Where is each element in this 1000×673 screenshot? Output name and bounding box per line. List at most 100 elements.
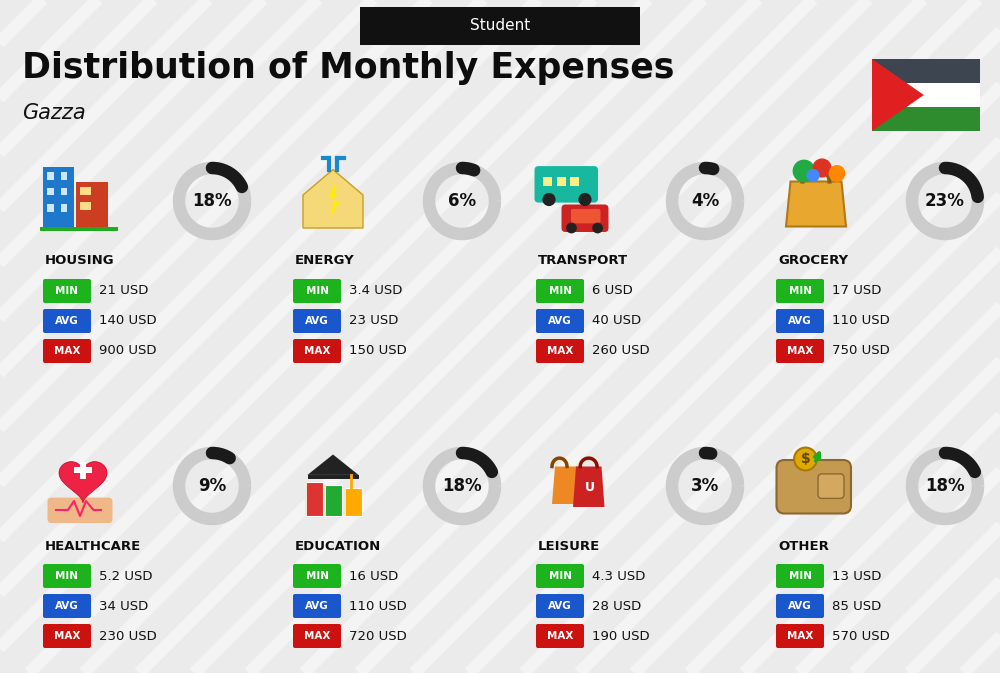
Bar xyxy=(40,227,118,231)
Text: MIN: MIN xyxy=(306,286,329,296)
FancyBboxPatch shape xyxy=(536,309,584,333)
Text: 23%: 23% xyxy=(925,192,965,210)
Text: Gazza: Gazza xyxy=(22,103,86,123)
Text: 18%: 18% xyxy=(192,192,232,210)
Text: MAX: MAX xyxy=(547,346,573,356)
Text: MAX: MAX xyxy=(304,346,330,356)
Text: MAX: MAX xyxy=(54,346,80,356)
Text: $: $ xyxy=(801,452,810,466)
Text: 140 USD: 140 USD xyxy=(99,314,157,328)
Polygon shape xyxy=(573,466,604,507)
Text: 4.3 USD: 4.3 USD xyxy=(592,569,645,583)
Text: AVG: AVG xyxy=(548,601,572,611)
FancyBboxPatch shape xyxy=(776,624,824,648)
Text: HEALTHCARE: HEALTHCARE xyxy=(45,540,141,553)
Polygon shape xyxy=(552,466,582,504)
Text: U: U xyxy=(584,481,594,494)
Text: MIN: MIN xyxy=(56,286,78,296)
Text: 17 USD: 17 USD xyxy=(832,285,881,297)
Text: 720 USD: 720 USD xyxy=(349,629,407,643)
FancyBboxPatch shape xyxy=(776,594,824,618)
Bar xyxy=(344,487,362,516)
Text: 110 USD: 110 USD xyxy=(349,600,407,612)
Text: 85 USD: 85 USD xyxy=(832,600,881,612)
Text: 6 USD: 6 USD xyxy=(592,285,633,297)
FancyBboxPatch shape xyxy=(293,624,341,648)
Polygon shape xyxy=(308,454,358,475)
Bar xyxy=(872,59,980,83)
Circle shape xyxy=(806,169,820,182)
Text: 34 USD: 34 USD xyxy=(99,600,148,612)
Polygon shape xyxy=(303,170,363,228)
Text: 3%: 3% xyxy=(691,477,719,495)
Text: 21 USD: 21 USD xyxy=(99,285,148,297)
Text: 190 USD: 190 USD xyxy=(592,629,650,643)
FancyBboxPatch shape xyxy=(776,564,824,588)
Text: 9%: 9% xyxy=(198,477,226,495)
Text: ENERGY: ENERGY xyxy=(295,254,355,267)
FancyBboxPatch shape xyxy=(561,205,608,232)
FancyBboxPatch shape xyxy=(293,309,341,333)
Bar xyxy=(570,177,579,186)
Bar xyxy=(304,481,307,516)
Text: 750 USD: 750 USD xyxy=(832,345,890,357)
Text: MAX: MAX xyxy=(304,631,330,641)
Text: MIN: MIN xyxy=(306,571,329,581)
Text: 5.2 USD: 5.2 USD xyxy=(99,569,152,583)
Circle shape xyxy=(794,448,817,470)
Text: 150 USD: 150 USD xyxy=(349,345,407,357)
Text: AVG: AVG xyxy=(305,316,329,326)
Text: MAX: MAX xyxy=(54,631,80,641)
Bar xyxy=(80,462,86,479)
Text: TRANSPORT: TRANSPORT xyxy=(538,254,628,267)
Text: MIN: MIN xyxy=(56,571,78,581)
Polygon shape xyxy=(872,59,924,131)
Text: Distribution of Monthly Expenses: Distribution of Monthly Expenses xyxy=(22,51,674,85)
Text: MIN: MIN xyxy=(548,286,572,296)
Text: AVG: AVG xyxy=(55,601,79,611)
Bar xyxy=(61,172,67,180)
Text: MIN: MIN xyxy=(788,286,812,296)
FancyBboxPatch shape xyxy=(43,279,91,303)
Text: 570 USD: 570 USD xyxy=(832,629,890,643)
Bar xyxy=(80,202,90,210)
Circle shape xyxy=(592,223,603,234)
Text: 13 USD: 13 USD xyxy=(832,569,881,583)
Polygon shape xyxy=(59,462,107,503)
Text: OTHER: OTHER xyxy=(778,540,829,553)
FancyBboxPatch shape xyxy=(536,624,584,648)
FancyBboxPatch shape xyxy=(776,460,851,513)
Bar xyxy=(344,487,346,516)
Text: AVG: AVG xyxy=(788,316,812,326)
Text: 4%: 4% xyxy=(691,192,719,210)
Text: MAX: MAX xyxy=(787,631,813,641)
Bar xyxy=(80,186,90,195)
Circle shape xyxy=(793,160,815,182)
Text: AVG: AVG xyxy=(788,601,812,611)
FancyBboxPatch shape xyxy=(293,279,341,303)
FancyBboxPatch shape xyxy=(534,166,590,203)
FancyBboxPatch shape xyxy=(43,309,91,333)
Bar xyxy=(74,468,92,473)
Text: 18%: 18% xyxy=(442,477,482,495)
FancyBboxPatch shape xyxy=(43,339,91,363)
Text: MAX: MAX xyxy=(787,346,813,356)
Bar xyxy=(872,107,980,131)
Text: 230 USD: 230 USD xyxy=(99,629,157,643)
Text: EDUCATION: EDUCATION xyxy=(295,540,381,553)
FancyBboxPatch shape xyxy=(776,309,824,333)
Text: 3.4 USD: 3.4 USD xyxy=(349,285,402,297)
FancyBboxPatch shape xyxy=(43,624,91,648)
Bar xyxy=(61,204,67,211)
Bar xyxy=(76,182,108,229)
FancyBboxPatch shape xyxy=(818,474,844,499)
Bar xyxy=(47,188,54,195)
Text: AVG: AVG xyxy=(548,316,572,326)
Circle shape xyxy=(812,158,832,178)
Circle shape xyxy=(566,223,577,234)
Circle shape xyxy=(542,193,556,206)
Bar xyxy=(556,177,566,186)
Bar xyxy=(43,166,74,229)
Text: 900 USD: 900 USD xyxy=(99,345,156,357)
Polygon shape xyxy=(786,182,846,227)
